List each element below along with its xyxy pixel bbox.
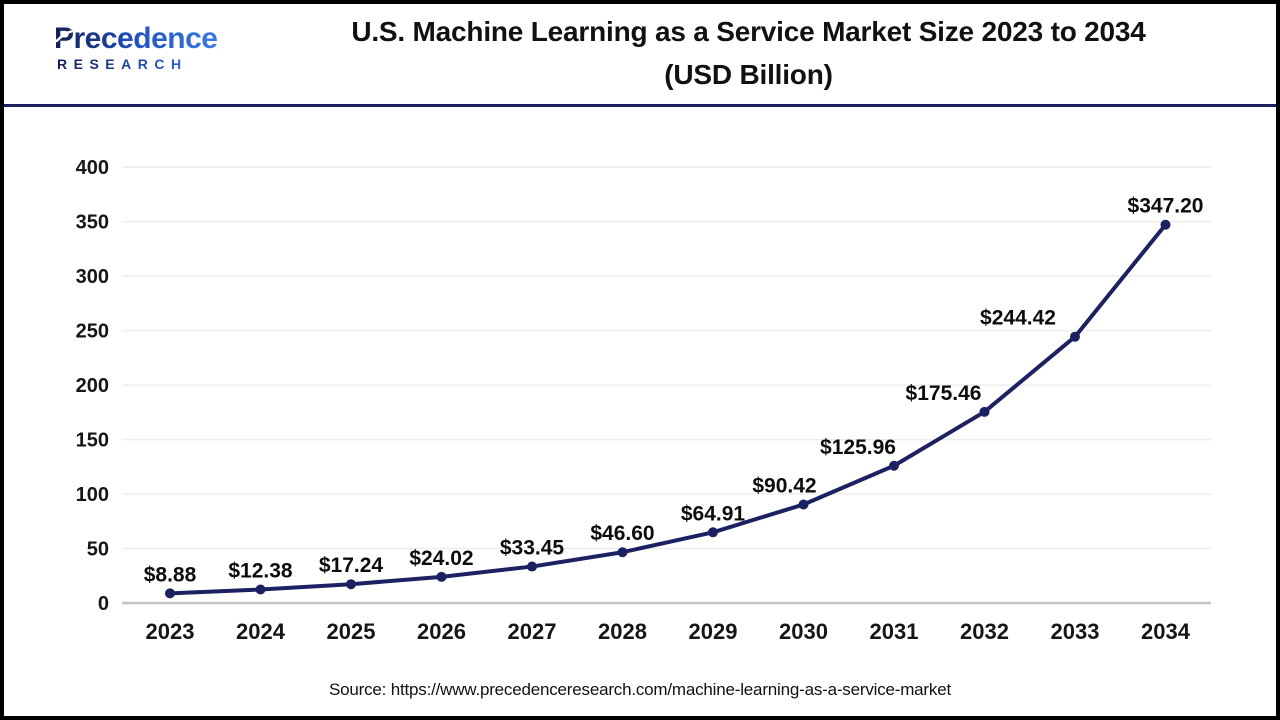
data-point-label: $33.45 [500,537,565,560]
logo-wordmark: Precedence [54,22,218,55]
x-axis-tick-label: 2027 [508,619,557,644]
x-axis-tick-label: 2023 [146,619,195,644]
data-point-marker [708,527,718,538]
data-point-marker [165,588,175,599]
x-axis-tick-label: 2033 [1051,619,1100,644]
source-text: Source: https://www.precedenceresearch.c… [329,680,951,699]
data-point-marker [1160,219,1171,230]
chart-title-line2: (USD Billion) [664,59,833,90]
chart-svg: 0 50 100 150 200 250 300 350 400 2023 2024 2025 2026… [76,157,1211,644]
y-axis-tick-label: 150 [76,430,109,452]
data-point-label: $244.42 [980,307,1056,330]
footer: Source: https://www.precedenceresearch.c… [4,680,1276,700]
y-axis-tick-label: 350 [76,212,109,234]
data-point-label: $17.24 [319,554,384,577]
data-point-marker [617,547,628,558]
y-axis-tick-label: 400 [76,157,109,179]
y-axis-tick-label: 50 [87,539,109,561]
data-point-label: $24.02 [409,547,473,570]
x-axis-tick-label: 2026 [417,619,466,644]
data-point-label: $8.88 [144,563,197,586]
chart-title-line1: U.S. Machine Learning as a Service Marke… [351,16,1146,47]
y-axis-tick-label: 250 [76,321,109,343]
header: Precedence RESEARCH U.S. Machine Learnin… [4,4,1276,107]
data-point-marker [527,561,537,572]
logo-subtext: RESEARCH [54,57,217,71]
data-point-label: $90.42 [752,474,816,497]
data-point-marker [255,584,266,595]
x-axis-tick-label: 2024 [236,619,286,644]
data-point-marker [436,571,447,582]
data-point-label: $64.91 [681,502,746,525]
data-point-label: $12.38 [228,560,293,583]
x-axis-tick-label: 2031 [870,619,919,644]
x-axis-tick-label: 2025 [327,619,376,644]
data-point-label: $46.60 [590,522,654,545]
data-point-marker [1070,331,1080,342]
data-point-label: $175.46 [906,382,982,405]
brand-logo: Precedence RESEARCH [54,22,218,72]
data-point-label: $347.20 [1128,195,1204,218]
y-axis-tick-label: 100 [76,484,109,506]
y-axis-tick-label: 200 [76,375,109,397]
series-line [168,222,1168,596]
x-axis-tick-label: 2034 [1141,619,1191,644]
x-axis-tick-label: 2032 [960,619,1009,644]
data-point-label: $125.96 [820,436,896,459]
chart-title: U.S. Machine Learning as a Service Marke… [229,10,1268,96]
x-axis-tick-label: 2030 [779,619,828,644]
data-point-marker [798,499,809,510]
data-point-marker [346,579,356,590]
x-axis-tick-label: 2028 [598,619,647,644]
data-point-marker [979,406,990,417]
y-axis-tick-label: 300 [76,266,109,288]
data-point-marker [889,460,899,471]
x-axis-tick-label: 2029 [689,619,738,644]
y-axis-tick-label: 0 [98,593,109,615]
